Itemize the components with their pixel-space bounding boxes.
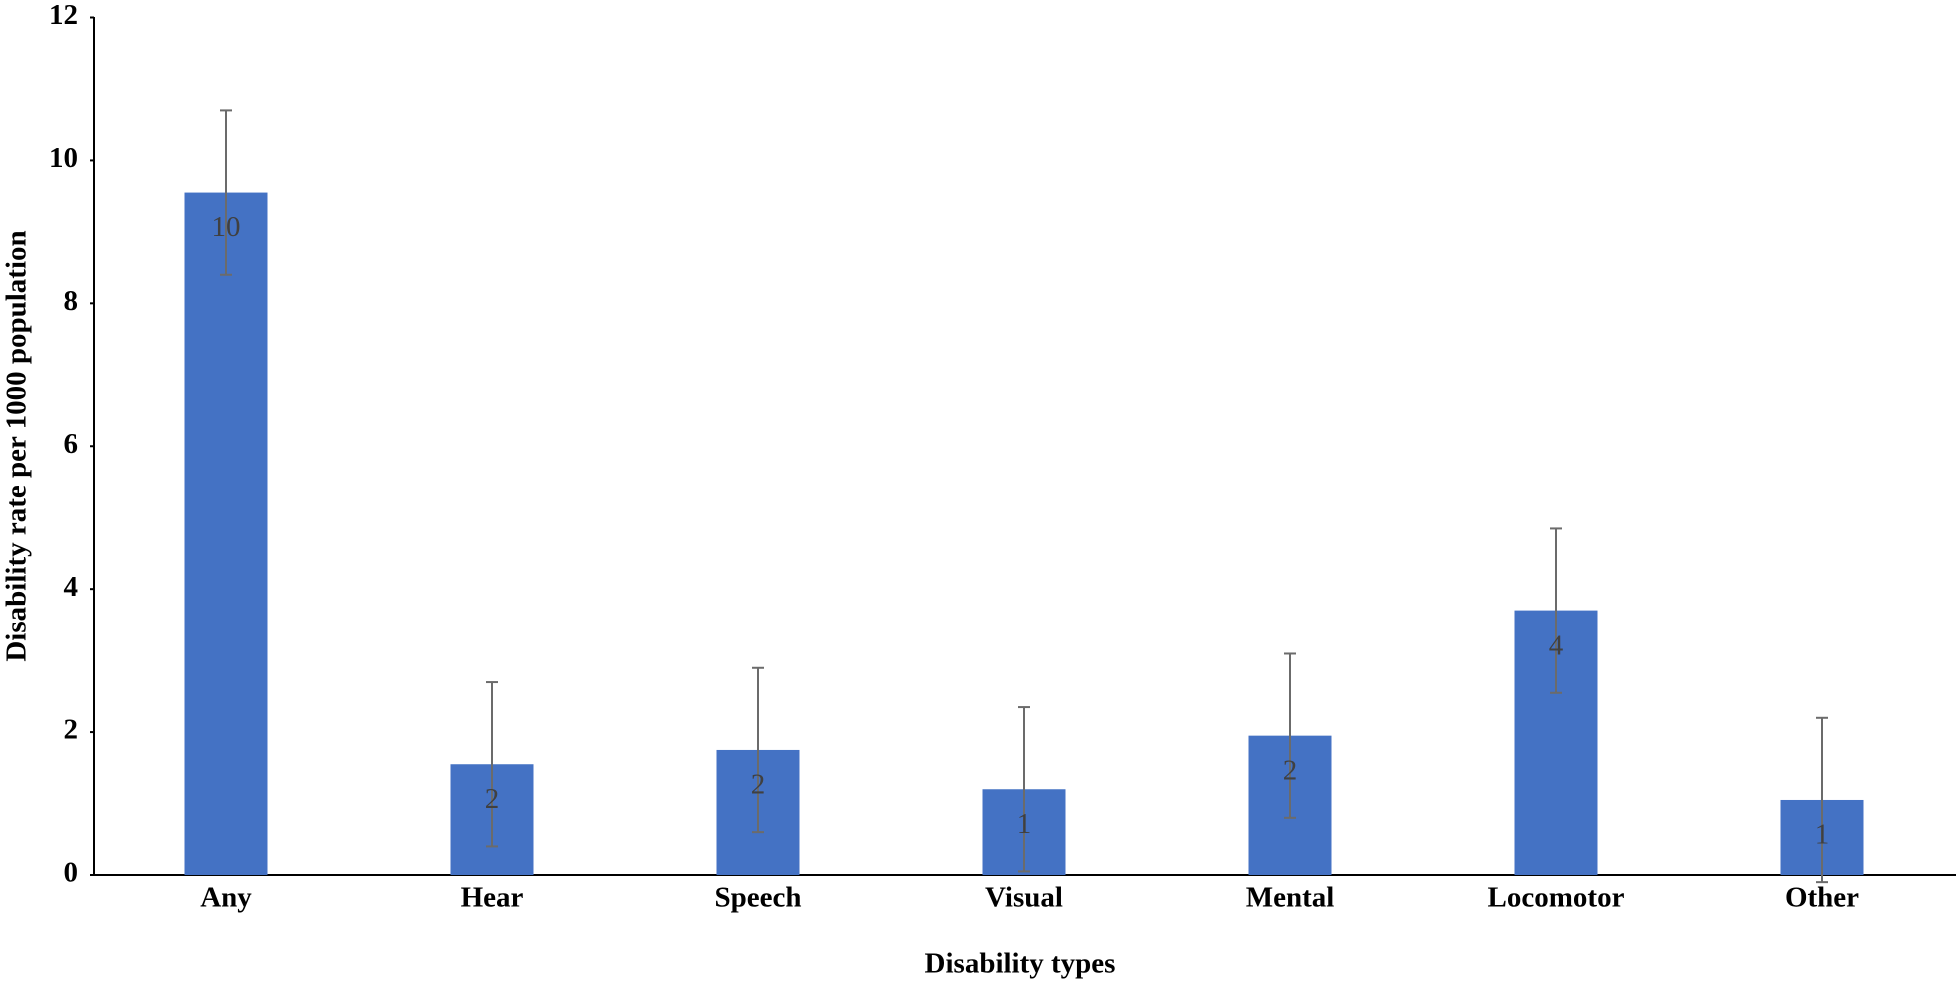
- y-tick-label: 4: [64, 571, 79, 603]
- error-bar: [486, 681, 498, 848]
- x-tick-label: Locomotor: [1488, 882, 1625, 914]
- x-tick-label: Speech: [715, 882, 802, 914]
- value-label: 1: [1017, 808, 1032, 840]
- value-label: 2: [1283, 754, 1298, 786]
- y-tick-label: 6: [64, 428, 79, 460]
- y-tick-label: 10: [49, 142, 78, 174]
- error-bar: [1018, 706, 1030, 873]
- value-label: 10: [212, 211, 241, 243]
- y-tick-label: 2: [64, 714, 79, 746]
- error-bar: [220, 109, 232, 276]
- x-tick-label: Visual: [985, 882, 1063, 914]
- bar: [184, 192, 268, 875]
- value-label: 4: [1549, 629, 1564, 661]
- value-label: 2: [485, 783, 500, 815]
- y-axis-title: Disability rate per 1000 population: [1, 230, 33, 661]
- error-bar: [1550, 527, 1562, 694]
- error-bar: [752, 666, 764, 834]
- x-axis-title: Disability types: [925, 948, 1116, 980]
- y-tick-label: 12: [49, 0, 78, 31]
- x-tick-label: Mental: [1246, 882, 1335, 914]
- x-tick-label: Other: [1785, 882, 1859, 914]
- x-tick-label: Hear: [461, 882, 524, 914]
- error-bar: [1816, 716, 1828, 884]
- x-tick-label: Any: [200, 882, 252, 914]
- value-label: 2: [751, 769, 766, 801]
- y-tick-label: 8: [64, 285, 79, 317]
- y-tick-label: 0: [64, 857, 79, 889]
- error-bar: [1284, 652, 1296, 819]
- value-label: 1: [1815, 819, 1830, 851]
